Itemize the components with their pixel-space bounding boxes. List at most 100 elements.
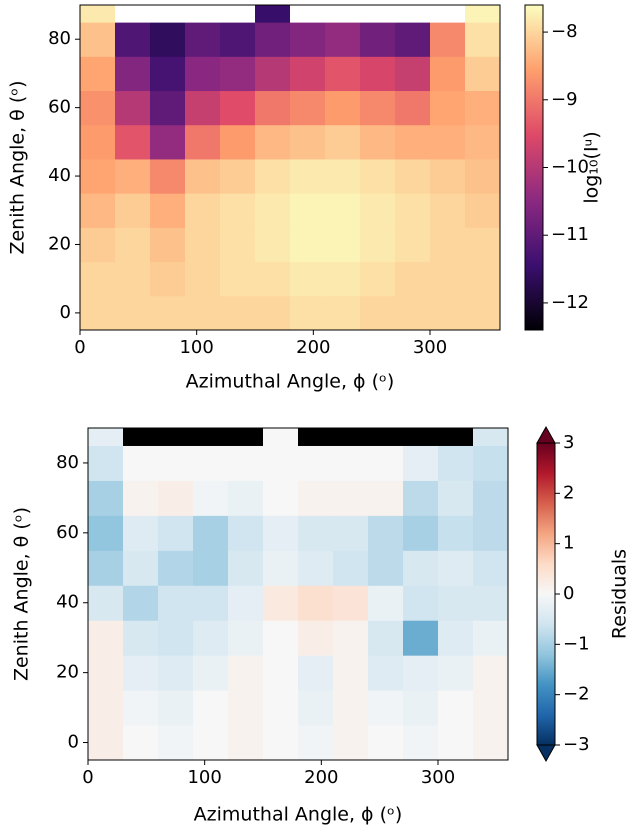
heatmap-cell — [403, 690, 439, 726]
heatmap-cell — [115, 261, 151, 297]
heatmap-cell — [430, 193, 466, 228]
heatmap-cell — [360, 56, 396, 92]
x-tick-label: 200 — [296, 337, 330, 358]
heatmap-cell — [298, 585, 334, 621]
heatmap-cell — [325, 295, 361, 330]
heatmap-cell — [263, 480, 299, 516]
heatmap-cell — [438, 655, 474, 691]
colorbar-label: Residuals — [609, 549, 631, 639]
heatmap-cell — [150, 261, 186, 297]
heatmap-cell — [395, 124, 431, 160]
heatmap-cell — [115, 22, 151, 57]
heatmap-cell — [438, 480, 474, 516]
heatmap-cell — [80, 124, 116, 160]
heatmap-cell — [193, 725, 229, 760]
heatmap-cell — [395, 22, 431, 57]
heatmap-cell — [193, 550, 229, 586]
heatmap-cell — [150, 5, 186, 23]
y-tick-label: 80 — [48, 28, 71, 49]
heatmap-cell — [158, 620, 194, 656]
y-tick-label: 60 — [56, 522, 79, 543]
heatmap-cell — [465, 295, 500, 330]
heatmap-cell — [298, 690, 334, 726]
heatmap-cell — [80, 295, 116, 330]
heatmap-cell — [473, 655, 508, 691]
y-axis-label: Zenith Angle, θ (ᵒ) — [7, 80, 29, 254]
heatmap-cell — [290, 227, 326, 263]
colorbar-extend-bottom — [536, 744, 556, 763]
heatmap-cell — [185, 158, 221, 194]
heatmap-cell — [185, 5, 221, 23]
heatmap-cell — [465, 90, 500, 126]
heatmap-cell — [360, 22, 396, 57]
heatmap-cell — [80, 22, 116, 57]
heatmap-cell — [403, 515, 439, 551]
heatmap-cell — [360, 261, 396, 297]
y-tick-label: 0 — [60, 302, 71, 323]
heatmap-cell — [158, 428, 194, 446]
heatmap-cell — [298, 445, 334, 481]
heatmap-cell — [465, 158, 500, 194]
heatmap-cell — [185, 295, 221, 330]
heatmap-cell — [255, 56, 291, 92]
heatmap-cell — [360, 158, 396, 194]
heatmap-cell — [123, 585, 159, 621]
heatmap-cell — [395, 193, 431, 228]
heatmap-cell — [88, 690, 124, 726]
x-tick-label: 100 — [179, 337, 213, 358]
heatmap-cell — [158, 550, 194, 586]
heatmap-cell — [228, 655, 264, 691]
colorbar-tick-label: 1 — [563, 533, 574, 554]
axes-frame — [79, 4, 501, 331]
heatmap-cell — [185, 193, 221, 228]
heatmap-cell — [368, 445, 404, 481]
heatmap-cell — [193, 515, 229, 551]
heatmap-cell — [80, 5, 116, 23]
heatmap-cell — [325, 261, 361, 297]
heatmap-cell — [395, 5, 431, 23]
colorbar-tick-label: −11 — [551, 224, 589, 245]
heatmap-cell — [473, 515, 508, 551]
heatmap-cell — [395, 261, 431, 297]
heatmap-cell — [88, 445, 124, 481]
x-tick-label: 0 — [82, 767, 93, 788]
heatmap-cell — [325, 227, 361, 263]
heatmap-cell — [368, 655, 404, 691]
heatmap-cell — [263, 620, 299, 656]
heatmap-cell — [150, 193, 186, 228]
heatmap-cell — [263, 725, 299, 760]
heatmap-cell — [255, 261, 291, 297]
heatmap-cell — [403, 445, 439, 481]
heatmap-cell — [290, 5, 326, 23]
heatmap-cell — [185, 22, 221, 57]
heatmap-cell — [220, 193, 256, 228]
heatmap-cell — [290, 22, 326, 57]
y-tick-label: 20 — [56, 662, 79, 683]
heatmap — [80, 5, 500, 330]
heatmap-cell — [395, 90, 431, 126]
heatmap-cell — [290, 90, 326, 126]
heatmap-cell — [438, 515, 474, 551]
heatmap-cell — [325, 193, 361, 228]
x-axis-label: Azimuthal Angle, ϕ (ᵒ) — [186, 371, 395, 393]
heatmap-cell — [80, 158, 116, 194]
heatmap-cell — [438, 690, 474, 726]
heatmap-cell — [255, 124, 291, 160]
heatmap-cell — [88, 585, 124, 621]
heatmap-cell — [158, 585, 194, 621]
heatmap-cell — [115, 295, 151, 330]
heatmap-cell — [158, 655, 194, 691]
heatmap-cell — [255, 227, 291, 263]
heatmap-cell — [185, 90, 221, 126]
heatmap-cell — [88, 725, 124, 760]
heatmap-cell — [333, 585, 369, 621]
heatmap-cell — [80, 261, 116, 297]
heatmap-cell — [123, 690, 159, 726]
heatmap-cell — [263, 690, 299, 726]
axes-frame — [87, 427, 509, 761]
heatmap-cell — [298, 515, 334, 551]
heatmap-cell — [228, 725, 264, 760]
heatmap-cell — [150, 90, 186, 126]
heatmap-cell — [395, 295, 431, 330]
